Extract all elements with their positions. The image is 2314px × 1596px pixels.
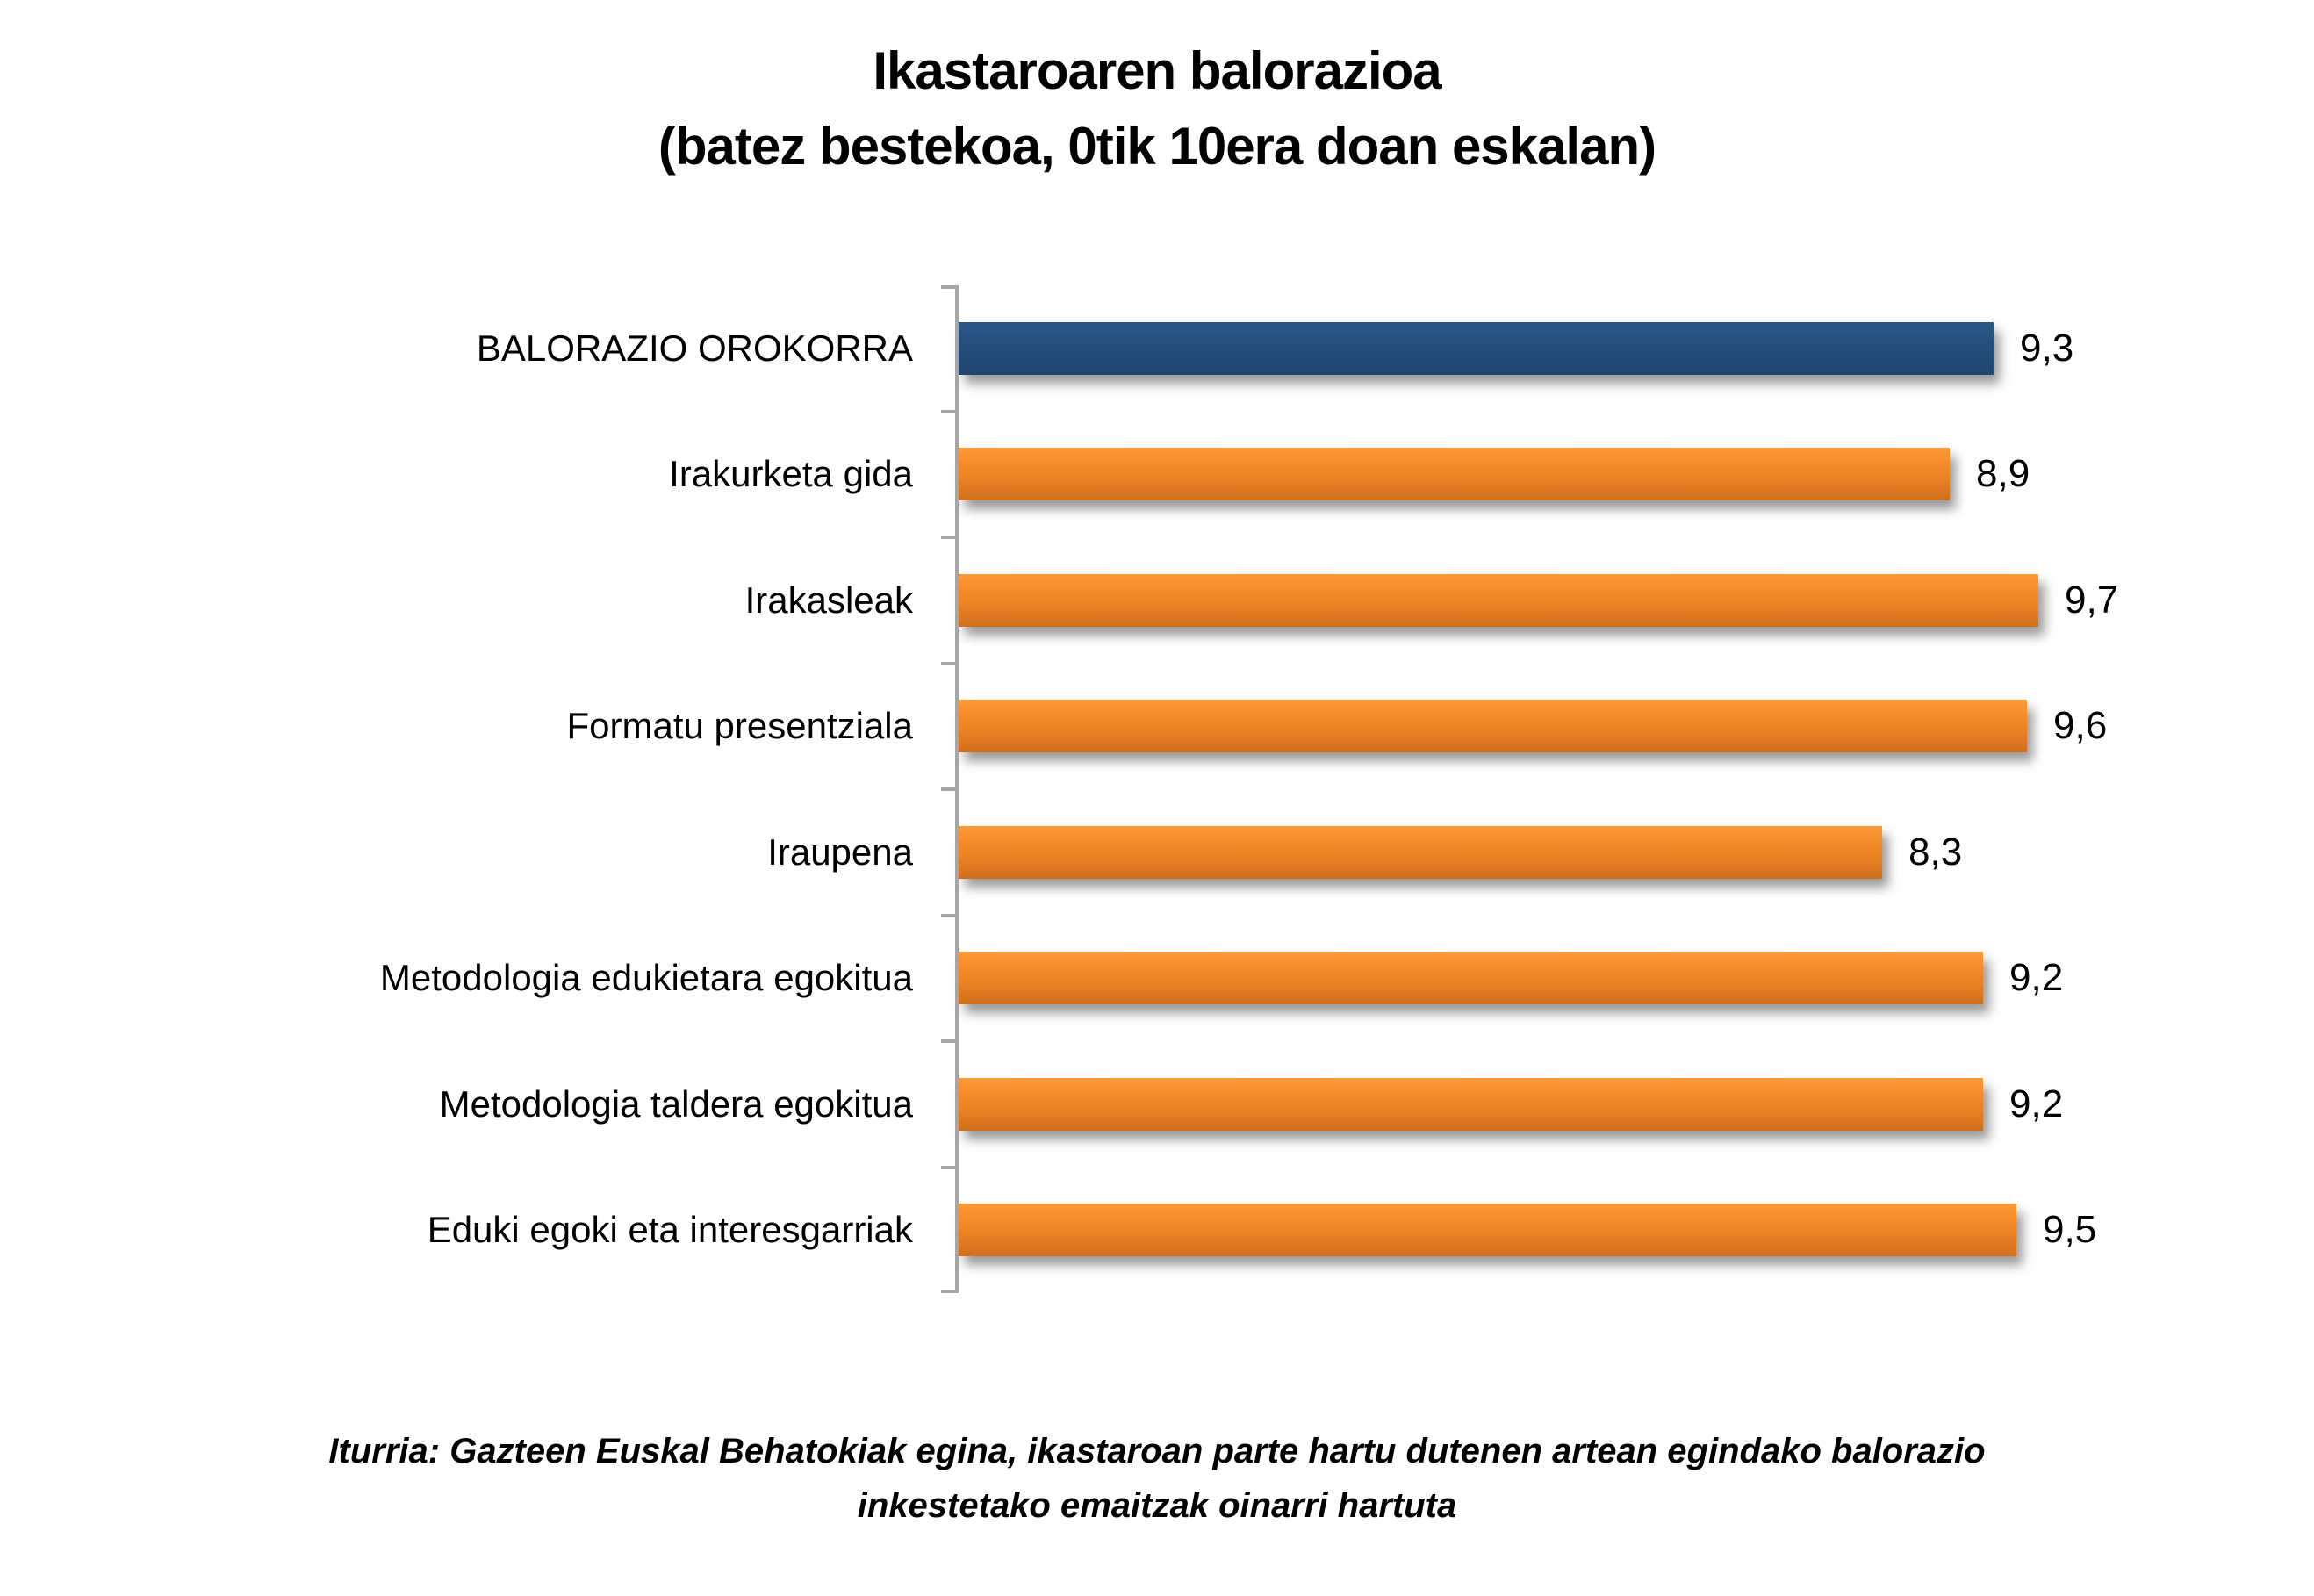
bar xyxy=(959,1204,2016,1257)
bar xyxy=(959,573,2038,627)
chart-row: Eduki egoki eta interesgarriak 9,5 xyxy=(0,1168,2314,1294)
chart-title: Ikastaroaren balorazioa (batez bestekoa,… xyxy=(0,33,2314,184)
value-label: 9,3 xyxy=(2020,326,2074,370)
bar xyxy=(959,448,1950,501)
chart-row: Iraupena 8,3 xyxy=(0,789,2314,916)
bar xyxy=(959,1077,1983,1131)
axis-tick xyxy=(941,285,955,289)
chart-row: Irakasleak 9,7 xyxy=(0,537,2314,664)
bar xyxy=(959,321,1994,375)
axis-tick xyxy=(941,410,955,413)
chart-rows: BALORAZIO OROKORRA 9,3 Irakurketa gida 8,9 I… xyxy=(0,285,2314,1293)
axis-tick xyxy=(941,536,955,539)
chart-title-line2: (batez bestekoa, 0tik 10era doan eskalan… xyxy=(658,117,1656,176)
chart-row: BALORAZIO OROKORRA 9,3 xyxy=(0,285,2314,412)
bar xyxy=(959,700,2027,753)
value-label: 8,3 xyxy=(1908,830,1963,873)
chart-row: Metodologia taldera egokitua 9,2 xyxy=(0,1041,2314,1168)
bar xyxy=(959,825,1882,879)
value-label: 9,2 xyxy=(2009,956,2064,1000)
axis-tick xyxy=(941,787,955,791)
category-label: Irakasleak xyxy=(744,579,913,621)
category-label: Formatu presentziala xyxy=(566,705,913,747)
category-label: Metodologia edukietara egokitua xyxy=(379,957,913,999)
axis-tick xyxy=(941,662,955,665)
axis-tick xyxy=(941,1290,955,1293)
axis-tick xyxy=(941,1166,955,1169)
value-label: 9,6 xyxy=(2053,704,2108,748)
source-note: Iturria: Gazteen Euskal Behatokiak egina… xyxy=(328,1432,1986,1525)
chart-row: Formatu presentziala 9,6 xyxy=(0,664,2314,790)
value-label: 9,5 xyxy=(2043,1208,2097,1252)
chart-row: Metodologia edukietara egokitua 9,2 xyxy=(0,916,2314,1042)
chart-title-line1: Ikastaroaren balorazioa xyxy=(873,41,1441,100)
category-label: BALORAZIO OROKORRA xyxy=(476,327,913,369)
bar-chart: BALORAZIO OROKORRA 9,3 Irakurketa gida 8,9 I… xyxy=(0,285,2314,1293)
chart-row: Irakurketa gida 8,9 xyxy=(0,412,2314,538)
y-axis-line xyxy=(955,285,959,1293)
value-label: 9,7 xyxy=(2065,578,2119,622)
axis-tick xyxy=(941,914,955,917)
category-label: Iraupena xyxy=(767,830,913,873)
value-label: 8,9 xyxy=(1976,452,2030,496)
category-label: Metodologia taldera egokitua xyxy=(439,1082,913,1125)
axis-tick xyxy=(941,1039,955,1043)
category-label: Eduki egoki eta interesgarriak xyxy=(427,1209,913,1251)
category-label: Irakurketa gida xyxy=(669,453,913,495)
value-label: 9,2 xyxy=(2009,1082,2064,1125)
bar xyxy=(959,952,1983,1005)
